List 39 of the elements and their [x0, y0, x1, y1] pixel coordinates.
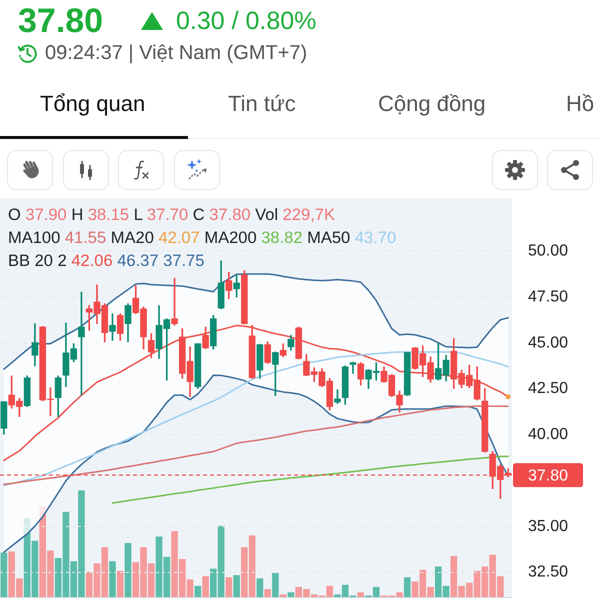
text: 0.30 / 0.80%	[176, 7, 316, 36]
bar	[233, 575, 240, 598]
annotation: MA200 38.82	[204, 229, 303, 247]
text: Tin tức	[228, 91, 296, 116]
candlestick	[109, 313, 116, 341]
candlestick	[350, 362, 356, 374]
annotation: L 37.70	[134, 205, 188, 226]
bar	[202, 576, 209, 598]
annotation: C 37.80	[192, 205, 251, 226]
annotation: H 38.15	[71, 205, 130, 226]
annotation: Vol 229,7K	[255, 206, 335, 224]
bar	[404, 577, 411, 598]
text: Hồ	[566, 91, 594, 116]
annotation: O 37.90	[8, 205, 67, 226]
bar	[256, 578, 264, 598]
y-tick-label: 47.50	[528, 288, 568, 306]
annotation: BB 20 2 42.06 46.37 37.75	[8, 252, 204, 270]
bar	[0, 552, 8, 598]
bar	[226, 577, 232, 598]
y-tick-label: 35.00	[528, 518, 568, 535]
bar	[109, 561, 116, 598]
ref-line-label: 37.80	[528, 467, 568, 484]
text: 37.80	[18, 2, 104, 42]
bar	[272, 572, 279, 598]
candlestick	[171, 278, 178, 326]
y-tick-label: 40.00	[528, 426, 568, 444]
annotation: MA20 42.07	[110, 229, 200, 247]
text: Tổng quan	[40, 91, 146, 116]
y-tick-label: 42.50	[528, 380, 568, 398]
bar	[116, 570, 124, 598]
annotation: MA100 41.55	[8, 229, 106, 247]
y-tick-label: 32.50	[528, 564, 568, 581]
y-tick-label: 45.00	[528, 334, 568, 352]
bar	[124, 542, 132, 598]
annotation: MA50 43.70	[307, 229, 396, 247]
candlestick	[78, 292, 85, 396]
text: 09:24:37 | Việt Nam (GMT+7)	[45, 42, 308, 65]
y-tick-label: 50.00	[528, 242, 568, 260]
text: Cộng đồng	[378, 91, 486, 116]
